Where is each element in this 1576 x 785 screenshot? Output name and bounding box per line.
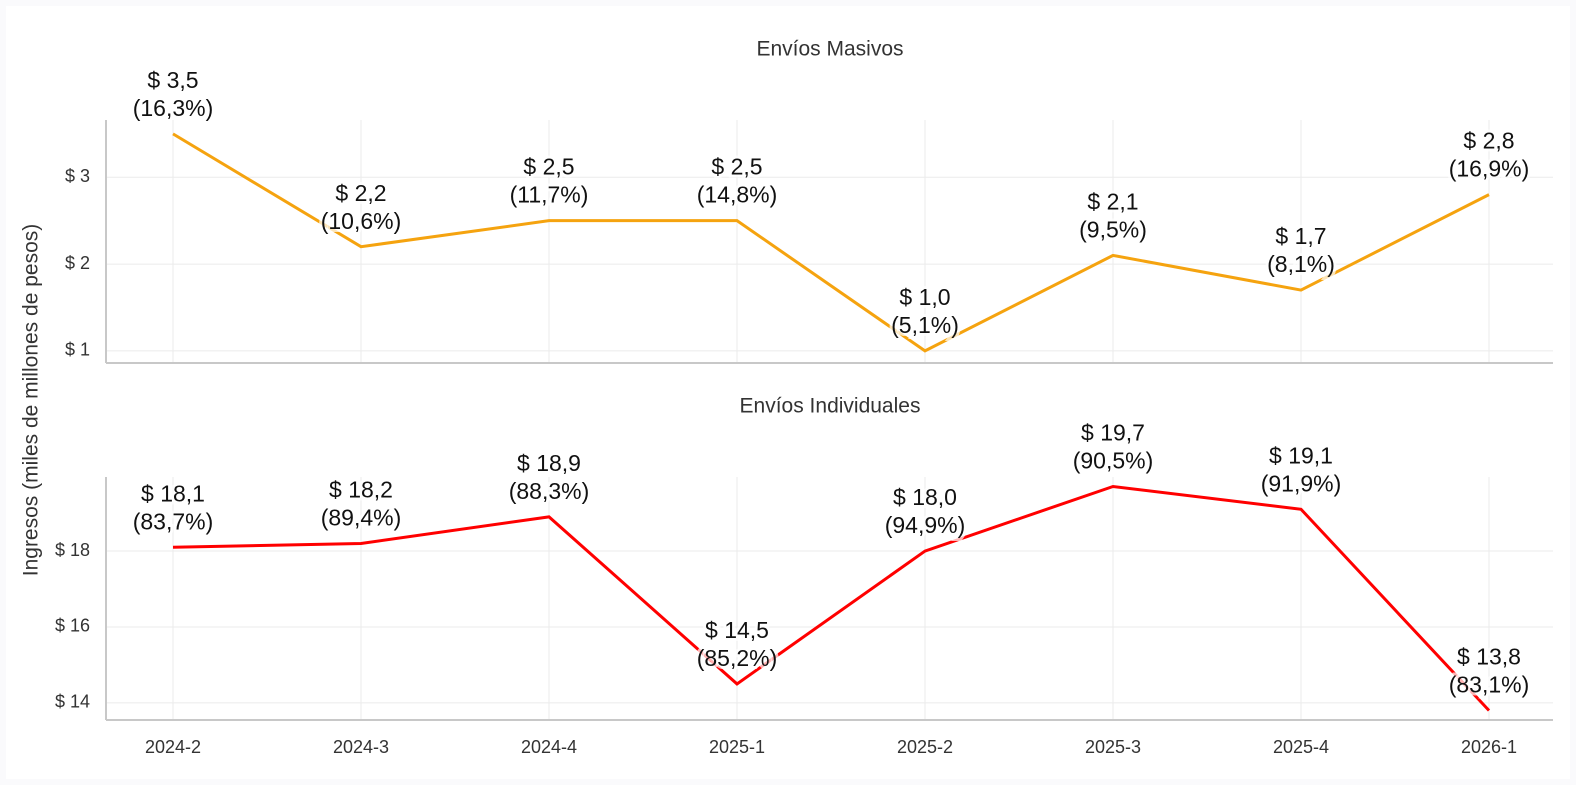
data-label: (10,6%): [321, 208, 402, 234]
data-label: $ 18,9: [517, 450, 581, 476]
x-tick-label: 2025-2: [897, 737, 953, 757]
data-label: $ 1,7: [1275, 223, 1326, 249]
y-tick-label: $ 16: [55, 616, 90, 636]
x-tick-label: 2024-2: [145, 737, 201, 757]
data-label: $ 18,1: [141, 480, 205, 506]
y-tick-label: $ 2: [65, 253, 90, 273]
data-label: (16,3%): [133, 95, 214, 121]
data-label: $ 2,1: [1087, 188, 1138, 214]
data-label: (83,7%): [133, 508, 214, 534]
data-label: $ 1,0: [899, 284, 950, 310]
data-label: $ 14,5: [705, 617, 769, 643]
data-label: $ 18,0: [893, 484, 957, 510]
chart-title: Envíos Masivos: [756, 38, 903, 61]
data-label: $ 19,7: [1081, 420, 1145, 446]
data-label: (5,1%): [891, 312, 959, 338]
panel: [6, 6, 1570, 779]
data-label: (8,1%): [1267, 251, 1335, 277]
line: [172, 132, 1490, 353]
data-label: (94,9%): [885, 512, 966, 538]
x-tick-label: 2025-1: [709, 737, 765, 757]
data-label: (83,1%): [1449, 672, 1530, 698]
y-tick-label: $ 18: [55, 540, 90, 560]
data-label: (14,8%): [697, 182, 778, 208]
data-label: $ 3,5: [147, 67, 198, 93]
data-label: (91,9%): [1261, 470, 1342, 496]
chart-title: Envíos Individuales: [740, 395, 921, 418]
data-label: $ 18,2: [329, 477, 393, 503]
data-label: $ 2,2: [335, 180, 386, 206]
data-label: (16,9%): [1449, 156, 1530, 182]
y-tick-label: $ 14: [55, 692, 90, 712]
y-tick-label: $ 3: [65, 166, 90, 186]
data-label: (90,5%): [1073, 448, 1154, 474]
data-label: $ 2,5: [523, 154, 574, 180]
data-label: $ 2,8: [1463, 128, 1514, 154]
x-tick-label: 2026-1: [1461, 737, 1517, 757]
x-tick-label: 2024-4: [521, 737, 577, 757]
data-label: $ 19,1: [1269, 442, 1333, 468]
y-tick-label: $ 1: [65, 340, 90, 360]
data-label: (9,5%): [1079, 216, 1147, 242]
data-label: (89,4%): [321, 505, 402, 531]
x-tick-label: 2025-4: [1273, 737, 1329, 757]
y-axis-label: Ingresos (miles de millones de pesos): [20, 224, 43, 577]
data-label: (88,3%): [509, 478, 590, 504]
x-tick-label: 2024-3: [333, 737, 389, 757]
data-label: (11,7%): [510, 182, 589, 208]
data-label: (85,2%): [697, 645, 778, 671]
data-label: $ 13,8: [1457, 644, 1521, 670]
x-tick-label: 2025-3: [1085, 737, 1141, 757]
line: [172, 484, 1491, 712]
data-label: $ 2,5: [711, 154, 762, 180]
